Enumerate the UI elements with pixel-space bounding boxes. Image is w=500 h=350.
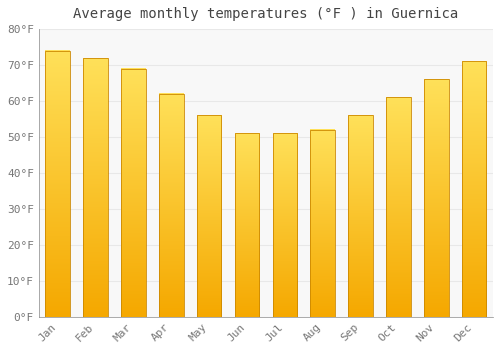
Bar: [424, 79, 448, 317]
Bar: [234, 133, 260, 317]
Bar: [159, 94, 184, 317]
Bar: [348, 116, 373, 317]
Bar: [46, 51, 70, 317]
Bar: [272, 133, 297, 317]
Title: Average monthly temperatures (°F ) in Guernica: Average monthly temperatures (°F ) in Gu…: [74, 7, 458, 21]
Bar: [310, 130, 335, 317]
Bar: [197, 116, 222, 317]
Bar: [121, 69, 146, 317]
Bar: [386, 97, 410, 317]
Bar: [84, 58, 108, 317]
Bar: [462, 62, 486, 317]
